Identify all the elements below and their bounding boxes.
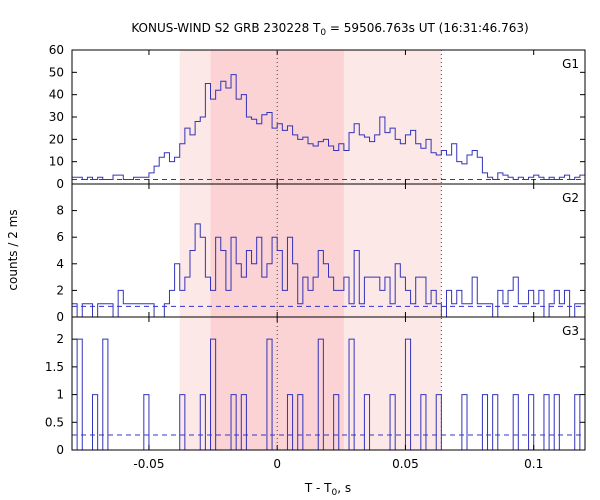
y-tick-label-G2: 8 — [56, 204, 64, 218]
x-tick-label: 0.1 — [524, 457, 543, 471]
y-tick-label-G1: 30 — [49, 110, 64, 124]
x-tick-label: 0 — [273, 457, 281, 471]
histogram-G2 — [72, 223, 585, 318]
y-tick-label-G3: 2 — [56, 332, 64, 346]
y-tick-label-G1: 0 — [56, 177, 64, 191]
y-tick-label-G3: 0.5 — [45, 415, 64, 429]
y-axis-label: counts / 2 ms — [6, 209, 20, 290]
y-tick-label-G1: 10 — [49, 155, 64, 169]
y-tick-label-G2: 6 — [56, 230, 64, 244]
panel-label-G2: G2 — [562, 191, 579, 205]
y-tick-label-G1: 60 — [49, 43, 64, 57]
y-tick-label-G1: 50 — [49, 65, 64, 79]
y-tick-label-G2: 0 — [56, 310, 64, 324]
x-tick-label: 0.05 — [392, 457, 419, 471]
x-tick-label: -0.05 — [133, 457, 164, 471]
chart-title: KONUS-WIND S2 GRB 230228 T0 = 59506.763s… — [131, 21, 528, 38]
y-tick-label-G1: 20 — [49, 132, 64, 146]
y-tick-label-G3: 1 — [56, 388, 64, 402]
plot-layer: 0 10 20 30 40 50 60 G1 0 2 4 6 8 G2 0 0.5 1 1.5 2 G3 -0.05 0 0… — [45, 43, 586, 471]
panel-label-G3: G3 — [562, 324, 579, 338]
y-tick-label-G2: 4 — [56, 257, 64, 271]
x-axis-label: T - T0, s — [304, 481, 351, 498]
y-tick-label-G3: 0 — [56, 443, 64, 457]
y-tick-label-G2: 2 — [56, 283, 64, 297]
y-tick-label-G1: 40 — [49, 88, 64, 102]
panel-label-G1: G1 — [562, 57, 579, 71]
panel-frame-G3 — [71, 316, 586, 451]
histogram-G1 — [72, 74, 585, 181]
y-tick-label-G3: 1.5 — [45, 360, 64, 374]
